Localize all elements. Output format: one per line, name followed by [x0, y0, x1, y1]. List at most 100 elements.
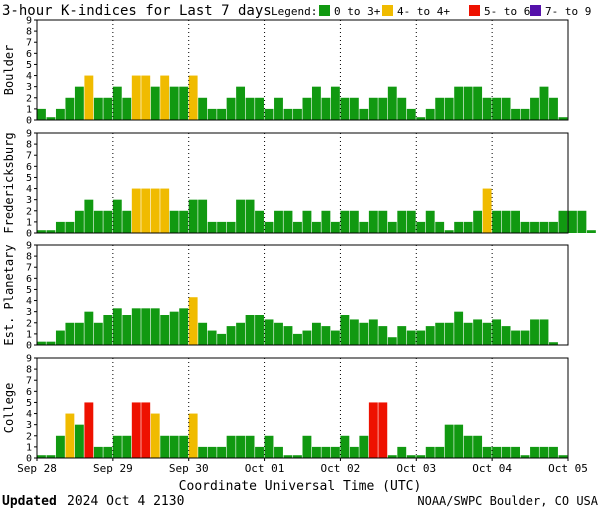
- y-tick-label: 8: [26, 140, 32, 151]
- k-index-bar: [160, 188, 170, 233]
- k-index-bar: [150, 413, 160, 458]
- k-index-bar: [245, 315, 255, 345]
- k-index-bar: [302, 330, 312, 345]
- k-index-bar: [530, 319, 539, 345]
- k-index-bar: [74, 210, 84, 233]
- k-index-bar: [283, 108, 293, 120]
- k-index-bar: [387, 221, 397, 233]
- k-index-bar: [568, 210, 577, 233]
- k-index-bar: [340, 210, 350, 233]
- k-index-bar: [539, 86, 549, 120]
- y-tick-label: 2: [26, 431, 32, 442]
- k-index-bar: [207, 221, 217, 233]
- k-index-bar: [188, 297, 198, 345]
- footer-updated-label: Updated: [2, 494, 57, 509]
- panels: 0123456789Boulder0123456789Fredericksbur…: [2, 16, 596, 465]
- k-index-bar: [444, 97, 454, 120]
- k-index-bar: [520, 221, 530, 233]
- y-tick-label: 5: [26, 285, 32, 296]
- y-tick-label: 1: [26, 104, 32, 115]
- k-index-bar: [444, 322, 454, 345]
- k-index-bar: [283, 455, 293, 458]
- k-index-bar: [103, 97, 113, 120]
- k-index-bar: [179, 86, 189, 120]
- k-index-bar: [55, 108, 65, 120]
- k-index-bar: [84, 199, 94, 233]
- k-index-bar: [330, 446, 340, 458]
- panel-name: College: [2, 383, 16, 434]
- k-index-bar: [425, 446, 435, 458]
- k-index-bar: [74, 86, 84, 120]
- y-tick-label: 8: [26, 365, 32, 376]
- k-index-bar: [93, 97, 103, 120]
- y-tick-label: 5: [26, 173, 32, 184]
- y-tick-label: 4: [26, 71, 32, 82]
- legend-swatch: [319, 5, 330, 16]
- k-index-bar: [264, 435, 274, 458]
- k-index-bar: [311, 446, 321, 458]
- k-index-bar: [65, 322, 75, 345]
- k-index-bar: [169, 435, 179, 458]
- y-tick-label: 5: [26, 60, 32, 71]
- k-index-bar: [217, 333, 227, 345]
- k-index-bar: [274, 210, 283, 233]
- y-tick-label: 3: [26, 82, 32, 93]
- k-index-bar: [55, 435, 65, 458]
- k-index-bar: [293, 333, 302, 345]
- k-index-bar: [207, 446, 217, 458]
- y-tick-label: 9: [26, 129, 32, 140]
- y-tick-label: 3: [26, 195, 32, 206]
- k-index-bar: [539, 221, 549, 233]
- k-index-bar: [340, 435, 350, 458]
- k-index-bar: [378, 326, 388, 345]
- k-index-bar: [255, 97, 264, 120]
- k-index-bar: [198, 199, 208, 233]
- legend-item-label: 7- to 9: [545, 5, 591, 18]
- k-index-bar: [454, 311, 464, 345]
- legend: Legend: 0 to 3+ 4- to 4+ 5- to 6+ 7- to 9: [271, 5, 591, 18]
- k-index-bar: [226, 97, 236, 120]
- k-index-bar: [349, 446, 359, 458]
- k-index-bar: [131, 308, 141, 345]
- y-tick-label: 0: [26, 229, 32, 240]
- k-index-bar: [492, 319, 502, 345]
- k-index-bar: [511, 446, 520, 458]
- k-index-bar: [236, 86, 246, 120]
- k-index-bar: [549, 446, 558, 458]
- k-index-bar: [425, 108, 435, 120]
- k-index-bar: [122, 315, 132, 345]
- k-index-bar: [226, 326, 236, 345]
- k-index-bar: [46, 455, 56, 458]
- k-index-bar: [368, 210, 378, 233]
- k-index-bar: [198, 97, 208, 120]
- k-index-bar: [321, 326, 331, 345]
- k-index-bar: [378, 402, 388, 458]
- k-index-bar: [501, 446, 511, 458]
- k-index-bar: [169, 311, 179, 345]
- k-index-bar: [549, 342, 558, 345]
- panel-frame: [36, 244, 569, 346]
- y-tick-label: 4: [26, 184, 32, 195]
- k-index-bar: [406, 210, 416, 233]
- x-tick-label: Sep 28: [17, 462, 57, 475]
- k-index-bar: [264, 108, 274, 120]
- panel-frame: [36, 357, 569, 459]
- y-tick-label: 7: [26, 151, 32, 162]
- k-index-bar: [549, 221, 558, 233]
- k-index-bar: [397, 326, 407, 345]
- k-index-bar: [188, 199, 198, 233]
- y-tick-label: 7: [26, 263, 32, 274]
- k-index-bar: [93, 322, 103, 345]
- y-tick-label: 9: [26, 354, 32, 365]
- panel-name: Est. Planetary: [2, 244, 16, 345]
- k-index-bar: [397, 210, 407, 233]
- x-tick-label: Oct 03: [396, 462, 436, 475]
- x-tick-label: Sep 29: [93, 462, 133, 475]
- k-index-bar: [65, 97, 75, 120]
- k-index-bar: [558, 455, 568, 458]
- k-index-bar: [378, 210, 388, 233]
- k-index-bar: [511, 210, 520, 233]
- y-tick-label: 0: [26, 341, 32, 352]
